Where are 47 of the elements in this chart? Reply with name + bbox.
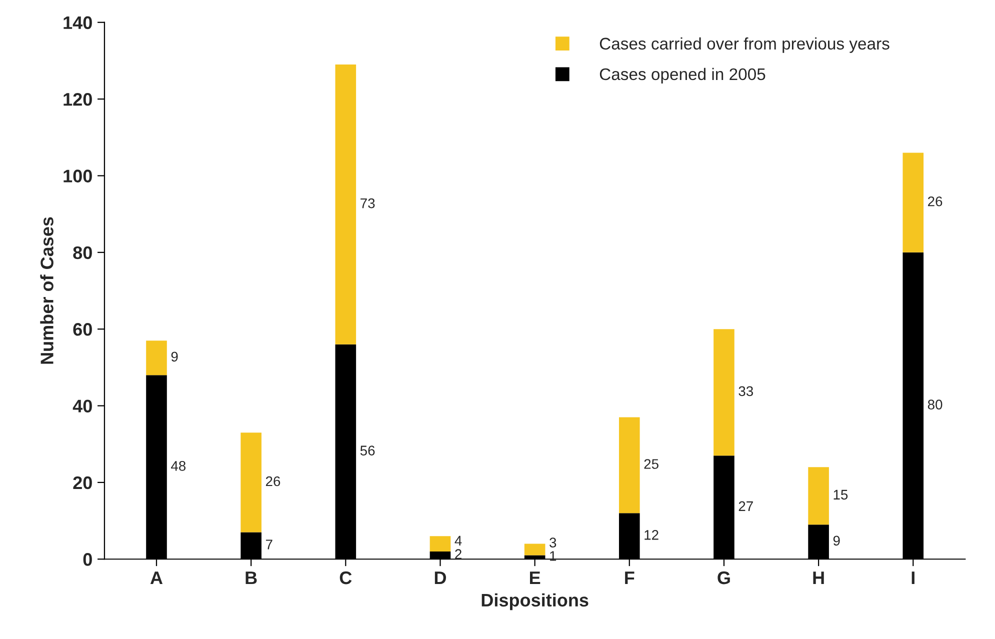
data-label: 7 (266, 540, 272, 550)
y-tick-label: 120 (64, 92, 92, 106)
y-tick-label: 0 (83, 553, 92, 566)
x-tick-label: I (912, 572, 914, 584)
data-label: 73 (360, 198, 375, 208)
y-tick-label: 60 (73, 323, 92, 336)
x-tick-label: G (718, 571, 730, 584)
data-label: 12 (644, 530, 658, 540)
data-label: 80 (928, 400, 942, 410)
bar (240, 432, 262, 532)
data-label: 9 (833, 536, 840, 546)
data-label: 26 (266, 476, 280, 486)
legend-label: Cases carried over from previous years (600, 37, 890, 53)
x-tick-label: E (530, 572, 540, 584)
data-label: 56 (360, 446, 375, 456)
bar (430, 536, 451, 552)
y-axis-title: Number of Cases (40, 217, 54, 364)
x-tick-label: H (813, 572, 824, 584)
y-tick-label: 20 (73, 476, 92, 490)
y-tick-label: 140 (64, 16, 92, 30)
data-label: 48 (171, 461, 186, 471)
bar (618, 417, 640, 514)
data-label: 9 (171, 352, 178, 362)
x-tick-label: F (625, 572, 634, 584)
bar (146, 340, 167, 376)
data-label: 4 (454, 536, 462, 546)
y-tick-label: 40 (72, 400, 92, 412)
data-label: 15 (834, 490, 848, 500)
data-label: 25 (644, 459, 658, 469)
y-tick-label: 80 (73, 246, 92, 260)
bar (902, 152, 924, 252)
y-tick-label: 100 (64, 170, 92, 182)
data-label: 3 (550, 538, 556, 548)
bar (524, 544, 546, 556)
data-label: 26 (928, 196, 942, 206)
x-tick-label: C (340, 571, 352, 584)
bar (335, 64, 356, 344)
data-label: 2 (455, 549, 462, 559)
x-axis-title: Dispositions (482, 593, 588, 610)
data-label: 27 (738, 501, 753, 511)
x-tick-label: D (434, 572, 446, 584)
x-tick-label: B (246, 572, 257, 584)
x-tick-label: A (150, 572, 163, 584)
data-label: 33 (738, 386, 753, 396)
bar (808, 467, 829, 525)
bar (714, 329, 734, 456)
legend-label: Cases opened in 2005 (600, 68, 766, 84)
